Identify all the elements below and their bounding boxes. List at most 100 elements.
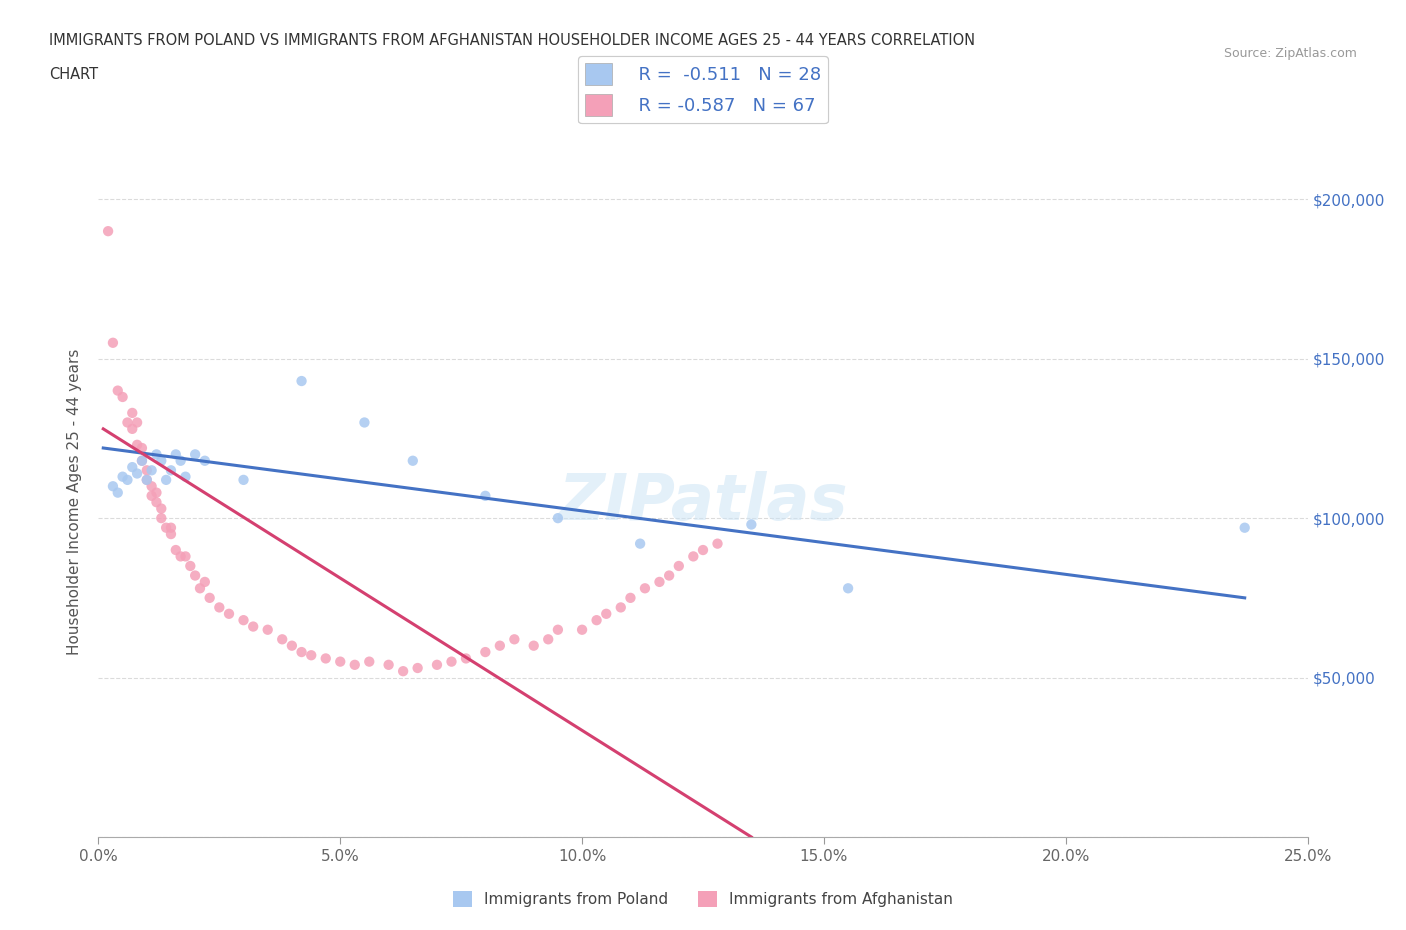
Point [610, 600, 633, 615]
Point [198, 591, 221, 605]
Point [634, 581, 657, 596]
Point [353, 415, 375, 430]
Point [523, 638, 546, 653]
Point [547, 511, 569, 525]
Point [174, 470, 197, 485]
Point [169, 549, 191, 564]
Point [571, 622, 593, 637]
Text: ZIPatlas: ZIPatlas [558, 472, 848, 533]
Point [329, 654, 352, 669]
Point [474, 488, 496, 503]
Point [184, 447, 207, 462]
Point [127, 437, 149, 452]
Point [145, 447, 167, 462]
Point [648, 575, 671, 590]
Point [595, 606, 617, 621]
Point [547, 622, 569, 637]
Point [160, 526, 183, 541]
Point [692, 542, 714, 557]
Point [150, 511, 173, 525]
Point [111, 470, 134, 485]
Point [101, 479, 124, 494]
Point [135, 472, 157, 487]
Point [131, 453, 153, 468]
Point [706, 537, 728, 551]
Point [141, 479, 163, 494]
Point [299, 648, 322, 663]
Point [188, 581, 211, 596]
Point [97, 224, 120, 239]
Point [440, 654, 463, 669]
Point [392, 664, 415, 679]
Point [107, 485, 129, 500]
Point [141, 463, 163, 478]
Point [682, 549, 704, 564]
Y-axis label: Householder Income Ages 25 - 44 years: Householder Income Ages 25 - 44 years [67, 349, 83, 656]
Point [141, 488, 163, 503]
Point [619, 591, 641, 605]
Point [145, 495, 167, 510]
Point [426, 658, 449, 672]
Point [232, 472, 254, 487]
Point [121, 421, 143, 436]
Point [377, 658, 399, 672]
Point [585, 613, 607, 628]
Point [145, 485, 167, 500]
Point [131, 453, 153, 468]
Point [101, 336, 124, 351]
Point [537, 631, 560, 646]
Point [628, 537, 651, 551]
Point [232, 613, 254, 628]
Point [179, 559, 201, 574]
Point [218, 606, 240, 621]
Point [837, 581, 859, 596]
Point [1233, 520, 1256, 535]
Point [290, 374, 312, 389]
Point [131, 441, 153, 456]
Point [658, 568, 681, 583]
Point [165, 542, 187, 557]
Point [117, 415, 139, 430]
Point [111, 390, 134, 405]
Text: Source: ZipAtlas.com: Source: ZipAtlas.com [1223, 46, 1357, 60]
Point [256, 622, 278, 637]
Point [503, 631, 526, 646]
Point [117, 472, 139, 487]
Point [107, 383, 129, 398]
Text: IMMIGRANTS FROM POLAND VS IMMIGRANTS FROM AFGHANISTAN HOUSEHOLDER INCOME AGES 25: IMMIGRANTS FROM POLAND VS IMMIGRANTS FRO… [49, 33, 976, 47]
Point [194, 453, 217, 468]
Point [155, 520, 177, 535]
Text: CHART: CHART [49, 67, 98, 82]
Point [208, 600, 231, 615]
Point [474, 644, 496, 659]
Point [740, 517, 762, 532]
Point [668, 559, 690, 574]
Point [281, 638, 304, 653]
Point [242, 619, 264, 634]
Point [150, 453, 173, 468]
Point [121, 459, 143, 474]
Point [169, 453, 191, 468]
Point [406, 660, 429, 675]
Point [290, 644, 312, 659]
Point [160, 520, 183, 535]
Point [135, 472, 157, 487]
Point [359, 654, 381, 669]
Legend:   R =  -0.511   N = 28,   R = -0.587   N = 67: R = -0.511 N = 28, R = -0.587 N = 67 [578, 56, 828, 124]
Point [343, 658, 366, 672]
Point [127, 466, 149, 481]
Point [184, 568, 207, 583]
Point [121, 405, 143, 420]
Point [165, 447, 187, 462]
Point [160, 463, 183, 478]
Point [454, 651, 477, 666]
Point [315, 651, 337, 666]
Point [194, 575, 217, 590]
Point [489, 638, 512, 653]
Point [150, 501, 173, 516]
Point [127, 415, 149, 430]
Point [271, 631, 294, 646]
Legend: Immigrants from Poland, Immigrants from Afghanistan: Immigrants from Poland, Immigrants from … [447, 884, 959, 913]
Point [135, 463, 157, 478]
Point [174, 549, 197, 564]
